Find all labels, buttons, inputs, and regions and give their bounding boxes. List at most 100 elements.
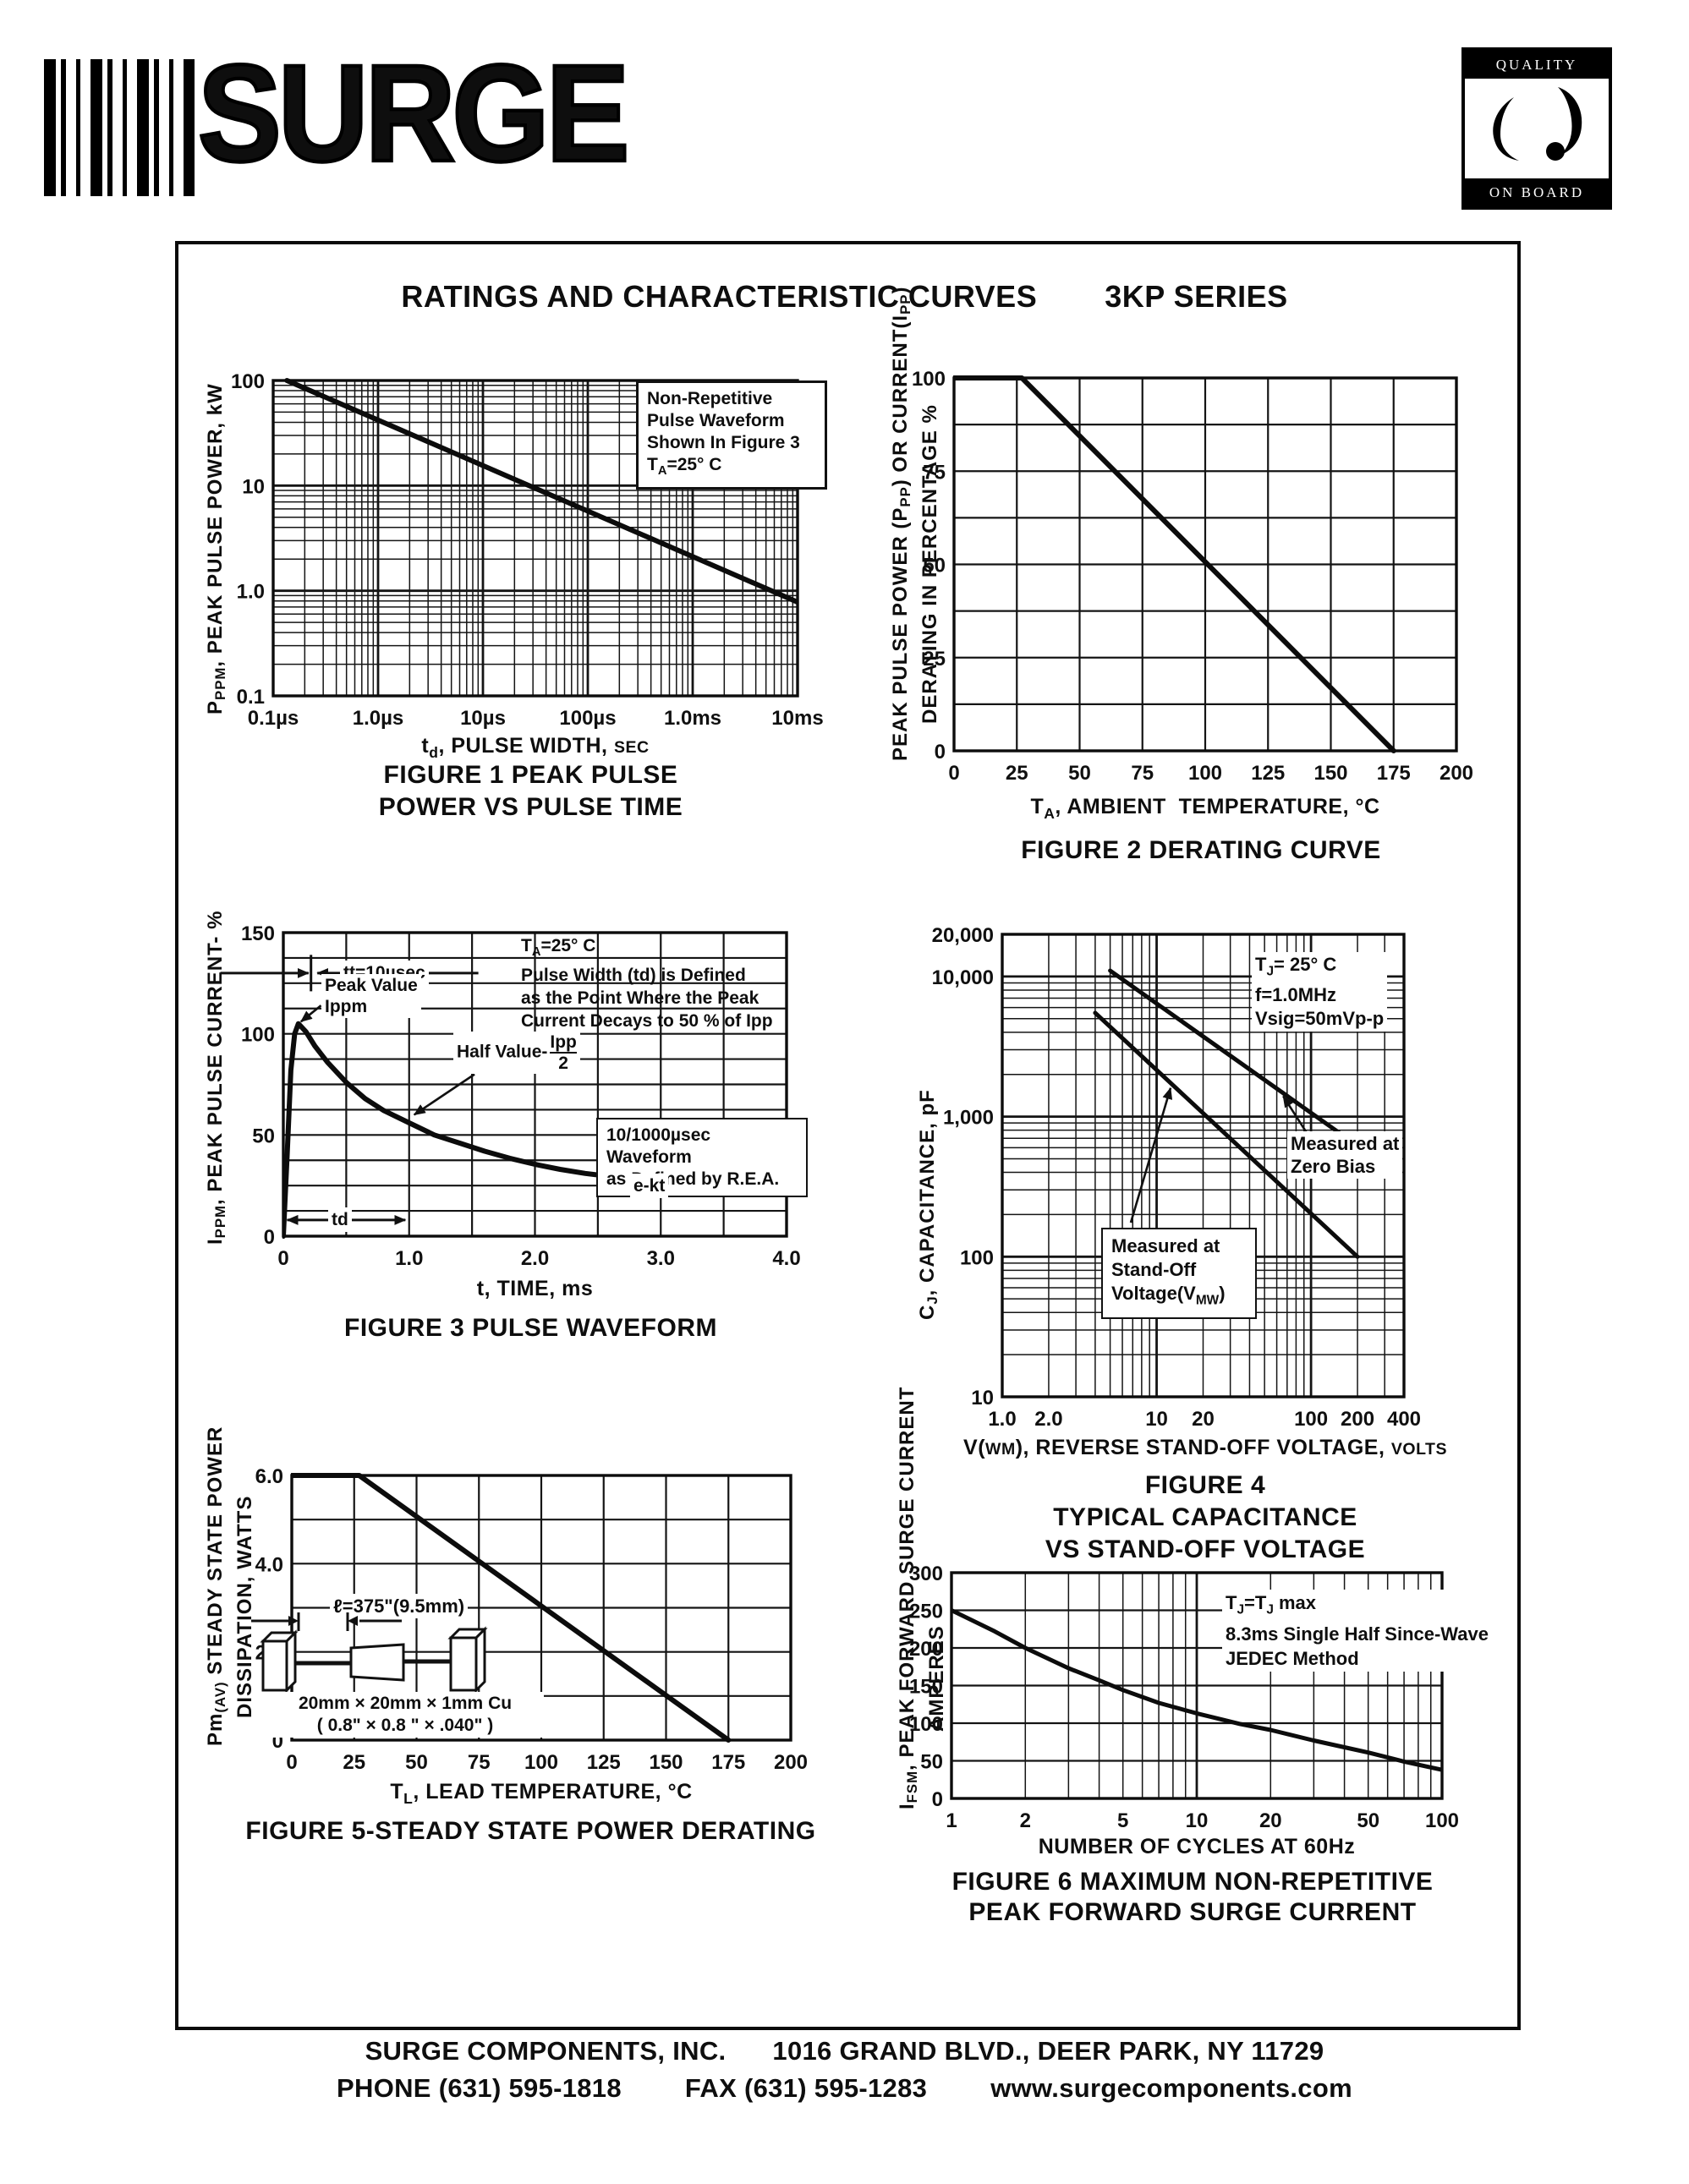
figure-3-half-value-label: Half Value- Ipp 2 bbox=[453, 1032, 580, 1074]
svg-text:75: 75 bbox=[468, 1751, 491, 1774]
barcode-logo-icon bbox=[44, 59, 195, 196]
svg-text:25: 25 bbox=[1006, 762, 1028, 782]
figure-3: 0 1.0 2.0 3.0 4.0 0 50 100 150 IPPM, PEAK PULSE … bbox=[203, 905, 858, 1366]
svg-text:0.1: 0.1 bbox=[237, 686, 265, 709]
figure-6-y-axis-label: IFSM, PEAK FORWARD SURGE CURRENT AMPERES bbox=[896, 1386, 948, 1809]
figure-2-caption: FIGURE 2 DERATING CURVE bbox=[1021, 836, 1381, 864]
svg-text:50: 50 bbox=[1068, 762, 1091, 782]
svg-text:125: 125 bbox=[587, 1751, 621, 1774]
figure-4: 1.0 2.0 10 20 100 200 400 10 100 1,000 10,000 20,00… bbox=[897, 888, 1514, 1564]
figure-5-heatsink-label: 20mm × 20mm × 1mm Cu ( 0.8" × 0.8 " × .0… bbox=[266, 1692, 544, 1738]
svg-text:0: 0 bbox=[264, 1226, 275, 1249]
footer-contact-line: PHONE (631) 595-1818 FAX (631) 595-1283 … bbox=[0, 2073, 1689, 2104]
svg-text:100: 100 bbox=[912, 368, 946, 391]
svg-text:3.0: 3.0 bbox=[647, 1247, 675, 1270]
figure-1-caption: FIGURE 1 PEAK PULSE POWER VS PULSE TIME bbox=[378, 761, 683, 821]
svg-text:4.0: 4.0 bbox=[772, 1247, 800, 1270]
quality-badge-art bbox=[1465, 79, 1609, 178]
svg-text:100: 100 bbox=[1294, 1408, 1328, 1431]
svg-text:50: 50 bbox=[920, 1751, 943, 1774]
svg-text:10,000: 10,000 bbox=[932, 966, 994, 989]
svg-text:10µs: 10µs bbox=[460, 707, 506, 730]
svg-text:1.0: 1.0 bbox=[237, 581, 265, 604]
svg-text:0: 0 bbox=[948, 762, 959, 782]
svg-text:10: 10 bbox=[242, 475, 265, 498]
figure-4-chart: 1.0 2.0 10 20 100 200 400 10 100 1,000 10,000 20,00… bbox=[932, 924, 1421, 1431]
svg-text:150: 150 bbox=[909, 1676, 943, 1699]
svg-text:10: 10 bbox=[971, 1387, 994, 1409]
svg-text:1.0: 1.0 bbox=[395, 1247, 423, 1270]
svg-text:10: 10 bbox=[1186, 1809, 1209, 1832]
figure-3-decay-label: e-kt bbox=[630, 1174, 669, 1198]
footer-address-line: SURGE COMPONENTS, INC. 1016 GRAND BLVD.,… bbox=[0, 2036, 1689, 2066]
figure-2-y-axis-label: PEAK PULSE POWER (PPP) OR CURRENT(IPP) D… bbox=[889, 286, 941, 761]
footer-company: SURGE COMPONENTS, INC. bbox=[365, 2036, 727, 2066]
logo-wordmark: SURGE bbox=[196, 36, 631, 191]
surge-logo: SURGE bbox=[44, 43, 631, 199]
svg-text:100: 100 bbox=[909, 1713, 943, 1736]
svg-text:200: 200 bbox=[1341, 1408, 1374, 1431]
figure-5-lead-length-label: ℓ=375"(9.5mm) bbox=[330, 1594, 469, 1618]
figure-4-conditions-note: TJ= 25° C f=1.0MHz Vsig=50mVp-p bbox=[1252, 952, 1388, 1032]
figure-1-chart: 0.1µs 1.0µs 10µs 100µs 1.0ms 10ms 0.1 1.0 10 100 bbox=[231, 370, 824, 730]
figure-1-y-axis-label: PPPM, PEAK PULSE POWER, kW bbox=[204, 383, 228, 715]
svg-text:25: 25 bbox=[923, 648, 946, 671]
svg-text:150: 150 bbox=[1313, 762, 1347, 782]
svg-text:75: 75 bbox=[1131, 762, 1154, 782]
svg-text:0: 0 bbox=[932, 1788, 943, 1811]
quality-on-board-badge: QUALITY ON BOARD bbox=[1461, 47, 1612, 210]
svg-text:200: 200 bbox=[909, 1638, 943, 1661]
svg-text:1: 1 bbox=[946, 1809, 957, 1832]
figure-6-conditions-note: TJ=TJ max 8.3ms Single Half Since-Wave J… bbox=[1222, 1590, 1492, 1672]
content-border-box bbox=[175, 241, 1521, 2030]
svg-text:100: 100 bbox=[1425, 1809, 1459, 1832]
figure-1: 0.1µs 1.0µs 10µs 100µs 1.0ms 10ms 0.1 1.0 10 100 … bbox=[203, 355, 858, 833]
figure-2: 0 25 50 75 100 125 150 175 200 0 25 50 75 100 PEAK PU… bbox=[888, 286, 1514, 884]
figure-4-y-axis-label: CJ, CAPACITANCE, pF bbox=[916, 1089, 940, 1321]
svg-text:1.0ms: 1.0ms bbox=[664, 707, 721, 730]
svg-text:175: 175 bbox=[1377, 762, 1411, 782]
lead-mounting-diagram bbox=[251, 1612, 488, 1694]
figure-6-x-axis-label: NUMBER OF CYCLES AT 60Hz bbox=[1038, 1835, 1356, 1858]
svg-text:1,000: 1,000 bbox=[943, 1107, 994, 1130]
figure-1-x-axis-label: td, PULSE WIDTH, SEC bbox=[421, 734, 650, 761]
svg-text:0: 0 bbox=[935, 741, 946, 764]
figure-3-caption: FIGURE 3 PULSE WAVEFORM bbox=[344, 1314, 717, 1342]
figure-4-caption: FIGURE 4 TYPICAL CAPACITANCE VS STAND-OF… bbox=[1045, 1471, 1366, 1563]
svg-text:300: 300 bbox=[909, 1563, 943, 1585]
figure-2-chart: 0 25 50 75 100 125 150 175 200 0 25 50 75 100 bbox=[912, 368, 1473, 782]
quality-badge-top-label: QUALITY bbox=[1465, 51, 1609, 79]
svg-text:75: 75 bbox=[923, 461, 946, 484]
svg-text:1.0µs: 1.0µs bbox=[353, 707, 404, 730]
svg-text:100: 100 bbox=[524, 1751, 558, 1774]
figure-4-zero-bias-label: Measured at Zero Bias bbox=[1287, 1131, 1403, 1179]
figure-5-x-axis-label: TL, LEAD TEMPERATURE, °C bbox=[390, 1780, 693, 1807]
svg-text:2.0: 2.0 bbox=[521, 1247, 549, 1270]
svg-text:0: 0 bbox=[286, 1751, 297, 1774]
quality-badge-bottom-label: ON BOARD bbox=[1465, 178, 1609, 206]
svg-text:200: 200 bbox=[774, 1751, 808, 1774]
figure-3-x-axis-label: t, TIME, ms bbox=[476, 1277, 594, 1300]
svg-text:10: 10 bbox=[1145, 1408, 1168, 1431]
svg-text:25: 25 bbox=[343, 1751, 365, 1774]
svg-text:6.0: 6.0 bbox=[255, 1465, 283, 1488]
footer-website: www.surgecomponents.com bbox=[990, 2073, 1352, 2103]
figure-3-y-axis-label: IPPM, PEAK PULSE CURRENT- % bbox=[204, 910, 228, 1245]
svg-text:10ms: 10ms bbox=[771, 707, 823, 730]
svg-text:150: 150 bbox=[649, 1751, 683, 1774]
page-title-series: 3KP SERIES bbox=[1105, 279, 1288, 314]
figure-6-caption: FIGURE 6 MAXIMUM NON-REPETITIVE PEAK FOR… bbox=[951, 1868, 1434, 1926]
svg-text:100µs: 100µs bbox=[559, 707, 616, 730]
figure-5-caption: FIGURE 5-STEADY STATE POWER DERATING bbox=[245, 1817, 816, 1845]
page-title: RATINGS AND CHARACTERISTIC CURVES 3KP SE… bbox=[175, 279, 1514, 315]
svg-text:1.0: 1.0 bbox=[988, 1408, 1016, 1431]
figure-3-waveform-note: 10/1000µsec Waveform as Defined by R.E.A… bbox=[596, 1118, 808, 1197]
svg-text:400: 400 bbox=[1387, 1408, 1421, 1431]
figure-2-x-axis-label: TA, AMBIENT TEMPERATURE, °C bbox=[1030, 795, 1380, 822]
figure-1-conditions-note: Non-Repetitive Pulse Waveform Shown In F… bbox=[636, 380, 827, 490]
swoosh-q-icon bbox=[1493, 87, 1582, 161]
page-title-main: RATINGS AND CHARACTERISTIC CURVES bbox=[401, 279, 1038, 314]
svg-text:100: 100 bbox=[960, 1246, 994, 1269]
